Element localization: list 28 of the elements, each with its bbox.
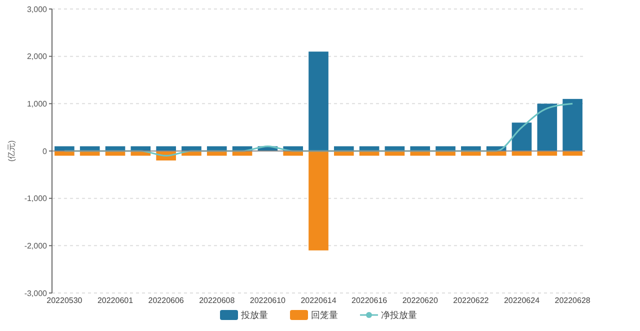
x-tick-label: 20220606 [148, 296, 184, 305]
bar [308, 52, 328, 151]
y-tick-label: 1,000 [26, 99, 48, 108]
legend-label: 净投放量 [381, 310, 417, 320]
x-tick-label: 20220610 [250, 296, 286, 305]
y-tick-label: 0 [42, 146, 48, 156]
bar [562, 98, 582, 151]
legend-label: 回笼量 [311, 310, 338, 320]
x-tick-label: 20220601 [97, 296, 134, 305]
x-tick-label: 20220628 [554, 296, 591, 305]
x-tick-label: 20220614 [300, 296, 337, 305]
legend-label: 投放量 [240, 310, 268, 320]
bar [537, 104, 558, 151]
y-tick-label: 2,000 [26, 52, 48, 62]
x-tick-label: 20220622 [453, 296, 490, 305]
bar [308, 151, 328, 250]
y-tick-label: 3,000 [26, 4, 48, 14]
x-tick-label: 20220530 [46, 296, 83, 305]
x-tick-label: 20220620 [402, 296, 438, 305]
bar [512, 122, 532, 151]
x-tick-label: 20220616 [352, 296, 388, 305]
y-axis-title: (亿元) [7, 140, 16, 162]
y-tick-label: -1,000 [24, 194, 48, 204]
x-tick-label: 20220624 [504, 296, 540, 305]
y-tick-label: -3,000 [24, 288, 48, 298]
y-tick-label: -2,000 [24, 241, 48, 250]
line-series [64, 102, 574, 157]
x-tick-label: 20220608 [199, 296, 236, 305]
